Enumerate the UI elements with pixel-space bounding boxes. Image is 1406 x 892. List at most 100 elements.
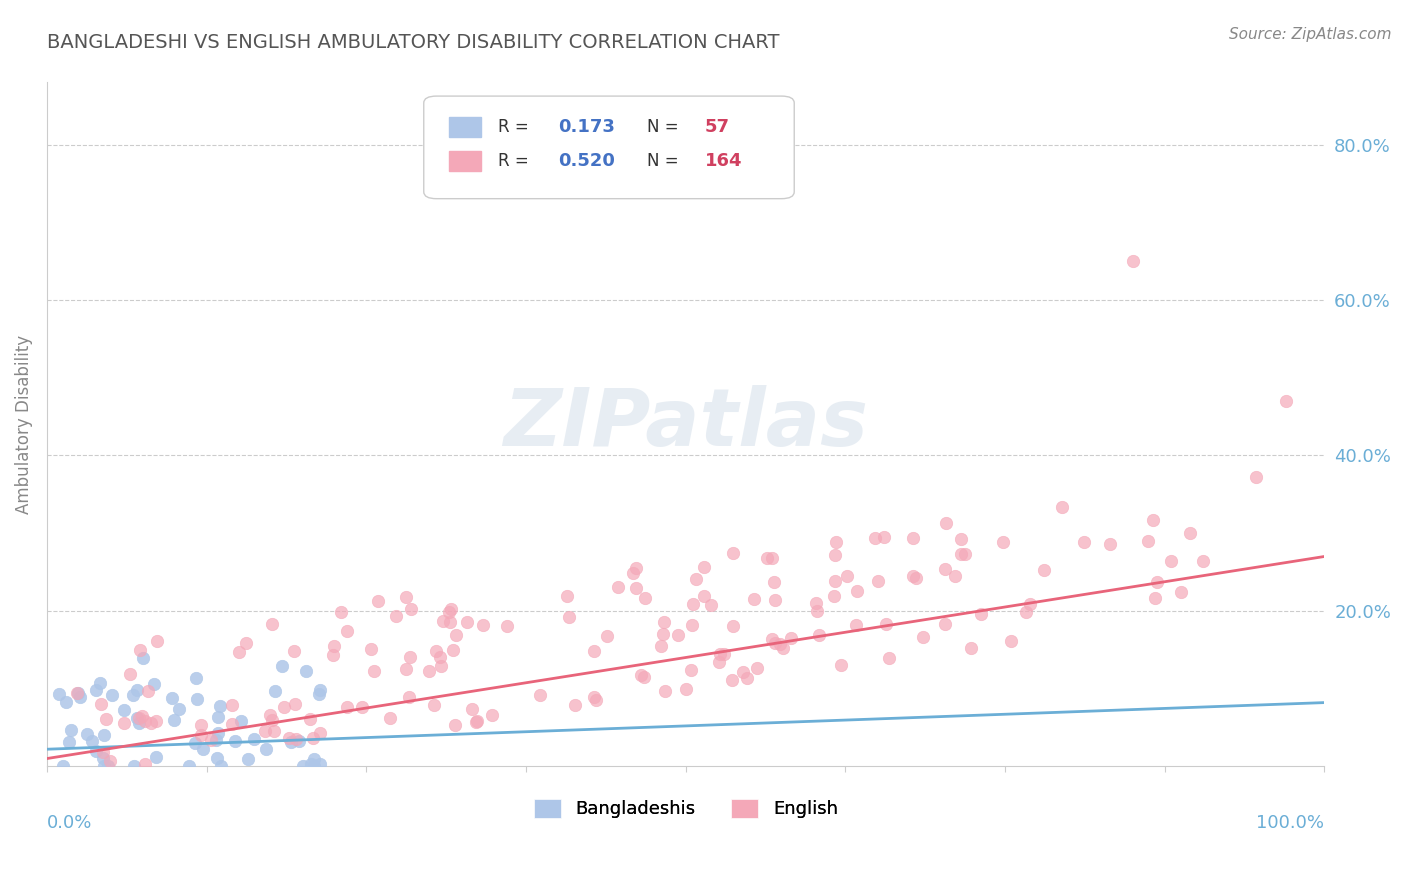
Point — [183, 736, 205, 750]
Point — [398, 650, 420, 665]
Point — [378, 711, 401, 725]
Point — [128, 716, 150, 731]
Point — [231, 714, 253, 728]
Point — [904, 571, 927, 585]
Point — [624, 561, 647, 575]
Point — [284, 731, 307, 746]
Point — [190, 718, 212, 732]
Text: Source: ZipAtlas.com: Source: ZipAtlas.com — [1229, 27, 1392, 42]
Point — [84, 743, 107, 757]
Point — [93, 759, 115, 773]
Point — [496, 619, 519, 633]
Point — [125, 710, 148, 724]
Point — [807, 628, 830, 642]
Point — [866, 574, 889, 588]
Point — [654, 684, 676, 698]
Point — [825, 534, 848, 549]
Point — [830, 658, 852, 673]
Point — [76, 727, 98, 741]
Text: 0.173: 0.173 — [558, 118, 614, 136]
Point — [122, 688, 145, 702]
Point — [221, 717, 243, 731]
Point — [437, 605, 460, 619]
Point — [423, 698, 446, 713]
Point — [235, 636, 257, 650]
Point — [1142, 512, 1164, 526]
Point — [441, 642, 464, 657]
Point — [780, 632, 803, 646]
Point — [912, 630, 935, 644]
Point — [763, 592, 786, 607]
Point — [681, 663, 703, 677]
Point — [564, 698, 586, 712]
Point — [163, 714, 186, 728]
Point — [209, 759, 232, 773]
Point — [395, 591, 418, 605]
Point — [207, 726, 229, 740]
Point — [98, 754, 121, 768]
Point — [131, 708, 153, 723]
Point — [845, 618, 868, 632]
Point — [681, 618, 703, 632]
Point — [134, 757, 156, 772]
Point — [271, 659, 294, 673]
Point — [91, 751, 114, 765]
Point — [302, 731, 325, 745]
Point — [1032, 563, 1054, 577]
Text: ZIPatlas: ZIPatlas — [503, 385, 868, 463]
Point — [259, 707, 281, 722]
Point — [429, 650, 451, 665]
Point — [1178, 526, 1201, 541]
Point — [555, 589, 578, 603]
Point — [606, 580, 628, 594]
Point — [558, 610, 581, 624]
Point — [935, 516, 957, 531]
Point — [200, 732, 222, 747]
Point — [298, 712, 321, 726]
Point — [131, 650, 153, 665]
Text: R =: R = — [498, 118, 529, 136]
Point — [1275, 394, 1298, 409]
Point — [621, 566, 644, 580]
Point — [134, 714, 156, 728]
Point — [692, 589, 714, 603]
Point — [934, 617, 956, 632]
Point — [432, 615, 454, 629]
Point — [264, 683, 287, 698]
Point — [367, 594, 389, 608]
Point — [280, 735, 302, 749]
Point — [58, 735, 80, 749]
Point — [723, 545, 745, 559]
Point — [112, 703, 135, 717]
Point — [481, 707, 503, 722]
Point — [90, 697, 112, 711]
Text: R =: R = — [498, 152, 529, 170]
Text: N =: N = — [647, 152, 679, 170]
Point — [700, 598, 723, 612]
Point — [93, 728, 115, 742]
Point — [288, 734, 311, 748]
Point — [385, 609, 408, 624]
Point — [125, 682, 148, 697]
Point — [823, 590, 845, 604]
Point — [399, 602, 422, 616]
Point — [207, 709, 229, 723]
Point — [55, 695, 77, 709]
Point — [970, 607, 993, 621]
Point — [308, 756, 330, 771]
Point — [89, 676, 111, 690]
Point — [91, 745, 114, 759]
Text: 0.0%: 0.0% — [46, 814, 93, 832]
Point — [243, 731, 266, 746]
Point — [742, 591, 765, 606]
Point — [934, 562, 956, 576]
Point — [145, 749, 167, 764]
Point — [129, 643, 152, 657]
Point — [1050, 500, 1073, 515]
Point — [145, 714, 167, 728]
Point — [84, 682, 107, 697]
Point — [845, 583, 868, 598]
Point — [806, 604, 828, 618]
Point — [1170, 584, 1192, 599]
Point — [824, 548, 846, 562]
